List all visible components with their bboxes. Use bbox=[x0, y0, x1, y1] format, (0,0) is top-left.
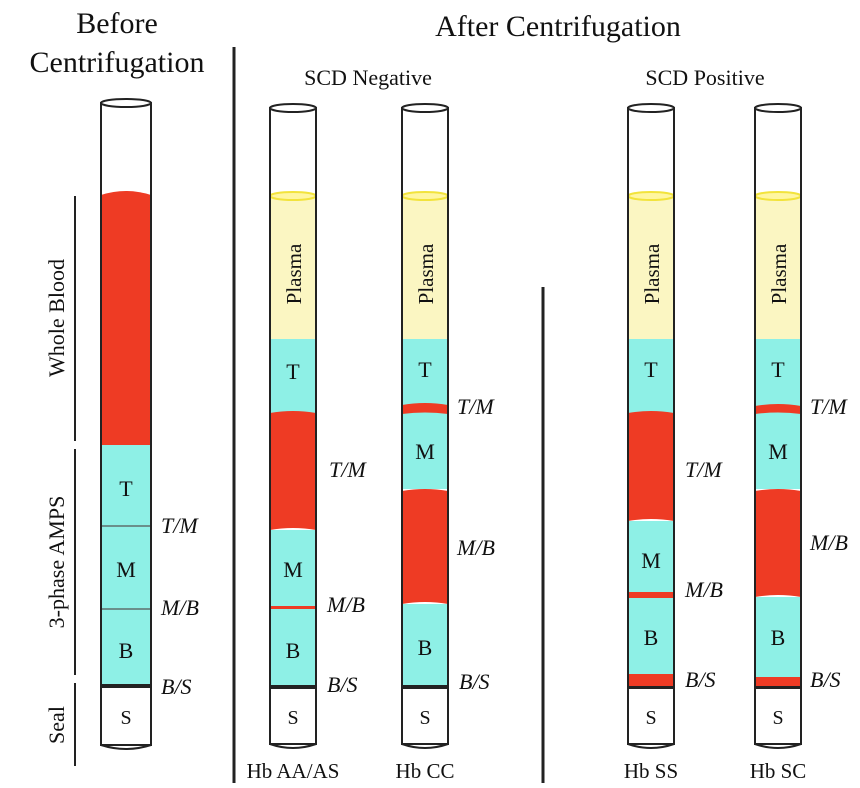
interface-mb-label: M/B bbox=[160, 595, 199, 620]
tm-blood-segment bbox=[270, 411, 316, 530]
tm-interface-band bbox=[402, 403, 448, 414]
heading-scd-positive: SCD Positive bbox=[645, 65, 764, 90]
heading-before-line2: Centrifugation bbox=[30, 46, 205, 79]
plasma-segment bbox=[402, 196, 448, 339]
tube-hb-ss: Plasma T M B S T/M M/B B/S Hb SS bbox=[624, 103, 723, 783]
b-segment bbox=[755, 597, 801, 677]
interface-bs-label: B/S bbox=[327, 672, 358, 697]
tube-bottom bbox=[627, 743, 675, 749]
tube-before: T M B S T/M M/B B/S bbox=[100, 98, 199, 750]
interface-mb-label: M/B bbox=[684, 577, 723, 602]
segment-b-label: B bbox=[286, 638, 301, 663]
tube-bottom bbox=[100, 744, 152, 750]
t-m-phase-segment bbox=[755, 339, 801, 489]
interface-tm-label: T/M bbox=[161, 513, 199, 538]
t-m-phase-segment bbox=[402, 339, 448, 489]
tube-caption: Hb CC bbox=[396, 759, 455, 783]
seal-boundary bbox=[101, 684, 151, 688]
plasma-rim bbox=[269, 191, 317, 201]
tm-interface-band bbox=[755, 404, 801, 414]
heading-before-line1: Before bbox=[76, 7, 158, 40]
mb-blood-segment bbox=[755, 489, 801, 597]
heading-scd-negative: SCD Negative bbox=[304, 65, 432, 90]
interface-tm-label: T/M bbox=[457, 394, 495, 419]
label-seal: Seal bbox=[44, 706, 69, 744]
segment-t-label: T bbox=[119, 476, 133, 501]
segment-s-label: S bbox=[120, 707, 131, 729]
label-whole-blood: Whole Blood bbox=[44, 259, 69, 377]
plasma-rim bbox=[627, 191, 675, 201]
interface-mb-label: M/B bbox=[456, 535, 495, 560]
segment-t-label: T bbox=[286, 359, 300, 384]
segment-s-label: S bbox=[419, 707, 430, 729]
seal-boundary bbox=[755, 686, 801, 689]
segment-m-label: M bbox=[641, 548, 661, 573]
seal-boundary bbox=[270, 685, 316, 689]
tube-hb-sc: Plasma T M B S T/M M/B B/S Hb SC bbox=[750, 103, 848, 783]
whole-blood-segment bbox=[101, 191, 151, 445]
interface-mb-label: M/B bbox=[326, 592, 365, 617]
bs-blood-band bbox=[628, 674, 674, 687]
tube-caption: Hb SC bbox=[750, 759, 807, 783]
mb-interface-band bbox=[270, 606, 316, 609]
segment-m-label: M bbox=[768, 439, 788, 464]
tube-hb-aa-as: Plasma T M B S T/M M/B B/S Hb AA/AS bbox=[247, 103, 367, 783]
tube-caption: Hb AA/AS bbox=[247, 759, 340, 783]
segment-m-label: M bbox=[415, 439, 435, 464]
seal-boundary bbox=[402, 685, 448, 689]
interface-bs-label: B/S bbox=[459, 669, 490, 694]
tube-rim bbox=[627, 103, 675, 113]
interface-tm-label: T/M bbox=[685, 457, 723, 482]
tube-rim bbox=[269, 103, 317, 113]
segment-b-label: B bbox=[771, 625, 786, 650]
plasma-rim bbox=[401, 191, 449, 201]
tube-hb-cc: Plasma T M B S T/M M/B B/S Hb CC bbox=[396, 103, 495, 783]
interface-bs-label: B/S bbox=[810, 667, 841, 692]
tube-bottom bbox=[754, 743, 802, 749]
segment-b-label: B bbox=[644, 625, 659, 650]
segment-t-label: T bbox=[644, 357, 658, 382]
mb-interface-band bbox=[628, 592, 674, 598]
segment-plasma-label: Plasma bbox=[282, 243, 306, 304]
tube-rim bbox=[754, 103, 802, 113]
amps-segment bbox=[101, 445, 151, 686]
tube-bottom bbox=[401, 743, 449, 749]
plasma-segment bbox=[628, 196, 674, 339]
b-segment bbox=[402, 604, 448, 686]
interface-tm-label: T/M bbox=[329, 457, 367, 482]
segment-b-label: B bbox=[119, 638, 134, 663]
segment-plasma-label: Plasma bbox=[767, 243, 791, 304]
tube-rim bbox=[100, 98, 152, 108]
interface-bs-label: B/S bbox=[685, 667, 716, 692]
plasma-segment bbox=[755, 196, 801, 339]
bs-blood-band bbox=[755, 677, 801, 687]
plasma-segment bbox=[270, 196, 316, 339]
interface-mb-label: M/B bbox=[809, 530, 848, 555]
tube-caption: Hb SS bbox=[624, 759, 678, 783]
mb-blood-segment bbox=[402, 489, 448, 604]
plasma-rim bbox=[754, 191, 802, 201]
segment-s-label: S bbox=[772, 707, 783, 729]
tube-bottom bbox=[269, 743, 317, 749]
segment-m-label: M bbox=[283, 557, 303, 582]
tm-blood-segment bbox=[628, 411, 674, 521]
label-3-phase-amps: 3-phase AMPS bbox=[44, 496, 69, 629]
heading-after: After Centrifugation bbox=[435, 10, 681, 43]
t-segment bbox=[270, 339, 316, 413]
interface-bs-label: B/S bbox=[161, 674, 192, 699]
interface-tm-label: T/M bbox=[810, 394, 848, 419]
t-segment bbox=[628, 339, 674, 413]
segment-s-label: S bbox=[645, 707, 656, 729]
segment-t-label: T bbox=[418, 357, 432, 382]
segment-s-label: S bbox=[287, 707, 298, 729]
segment-t-label: T bbox=[771, 357, 785, 382]
segment-m-label: M bbox=[116, 557, 136, 582]
segment-b-label: B bbox=[418, 635, 433, 660]
seal-boundary bbox=[628, 686, 674, 689]
segment-plasma-label: Plasma bbox=[640, 243, 664, 304]
segment-plasma-label: Plasma bbox=[414, 243, 438, 304]
tube-rim bbox=[401, 103, 449, 113]
